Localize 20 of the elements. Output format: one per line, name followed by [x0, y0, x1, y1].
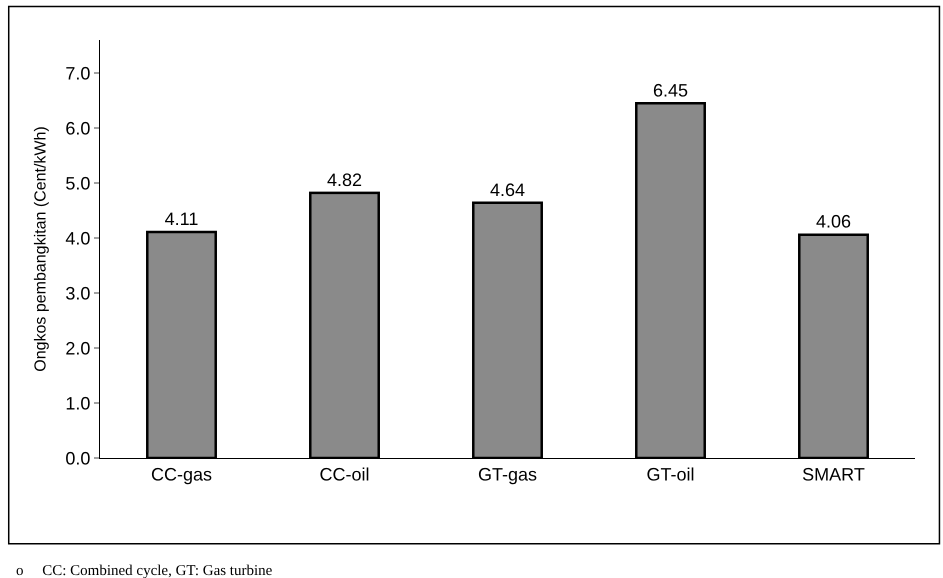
- x-tick-label: GT-oil: [646, 464, 695, 485]
- text: o CC: Combined cycle, GT: Gas turbine: [16, 563, 273, 578]
- y-tick-label: 7.0: [65, 63, 90, 84]
- y-tick-label: 3.0: [65, 283, 90, 304]
- y-tick-label: 6.0: [65, 118, 90, 138]
- x-tick-label: GT-gas: [478, 464, 538, 485]
- y-tick-label: 4.0: [65, 228, 90, 248]
- y-tick-label: 2.0: [65, 338, 90, 358]
- y-axis-title: Ongkos pembangkitan (Cent/kWh): [32, 126, 50, 372]
- data-label: 4.11: [164, 208, 198, 229]
- data-label: 4.64: [490, 180, 526, 200]
- data-label: 6.45: [652, 80, 688, 100]
- x-tick-label: CC-oil: [319, 464, 370, 485]
- y-tick-label: 0.0: [65, 448, 90, 468]
- x-tick-label: SMART: [802, 464, 865, 485]
- x-tick-label: CC-gas: [150, 464, 212, 485]
- data-label: 4.82: [326, 170, 362, 190]
- data-label: 4.06: [816, 212, 852, 232]
- y-tick-label: 5.0: [65, 173, 90, 194]
- y-tick-label: 1.0: [65, 393, 90, 414]
